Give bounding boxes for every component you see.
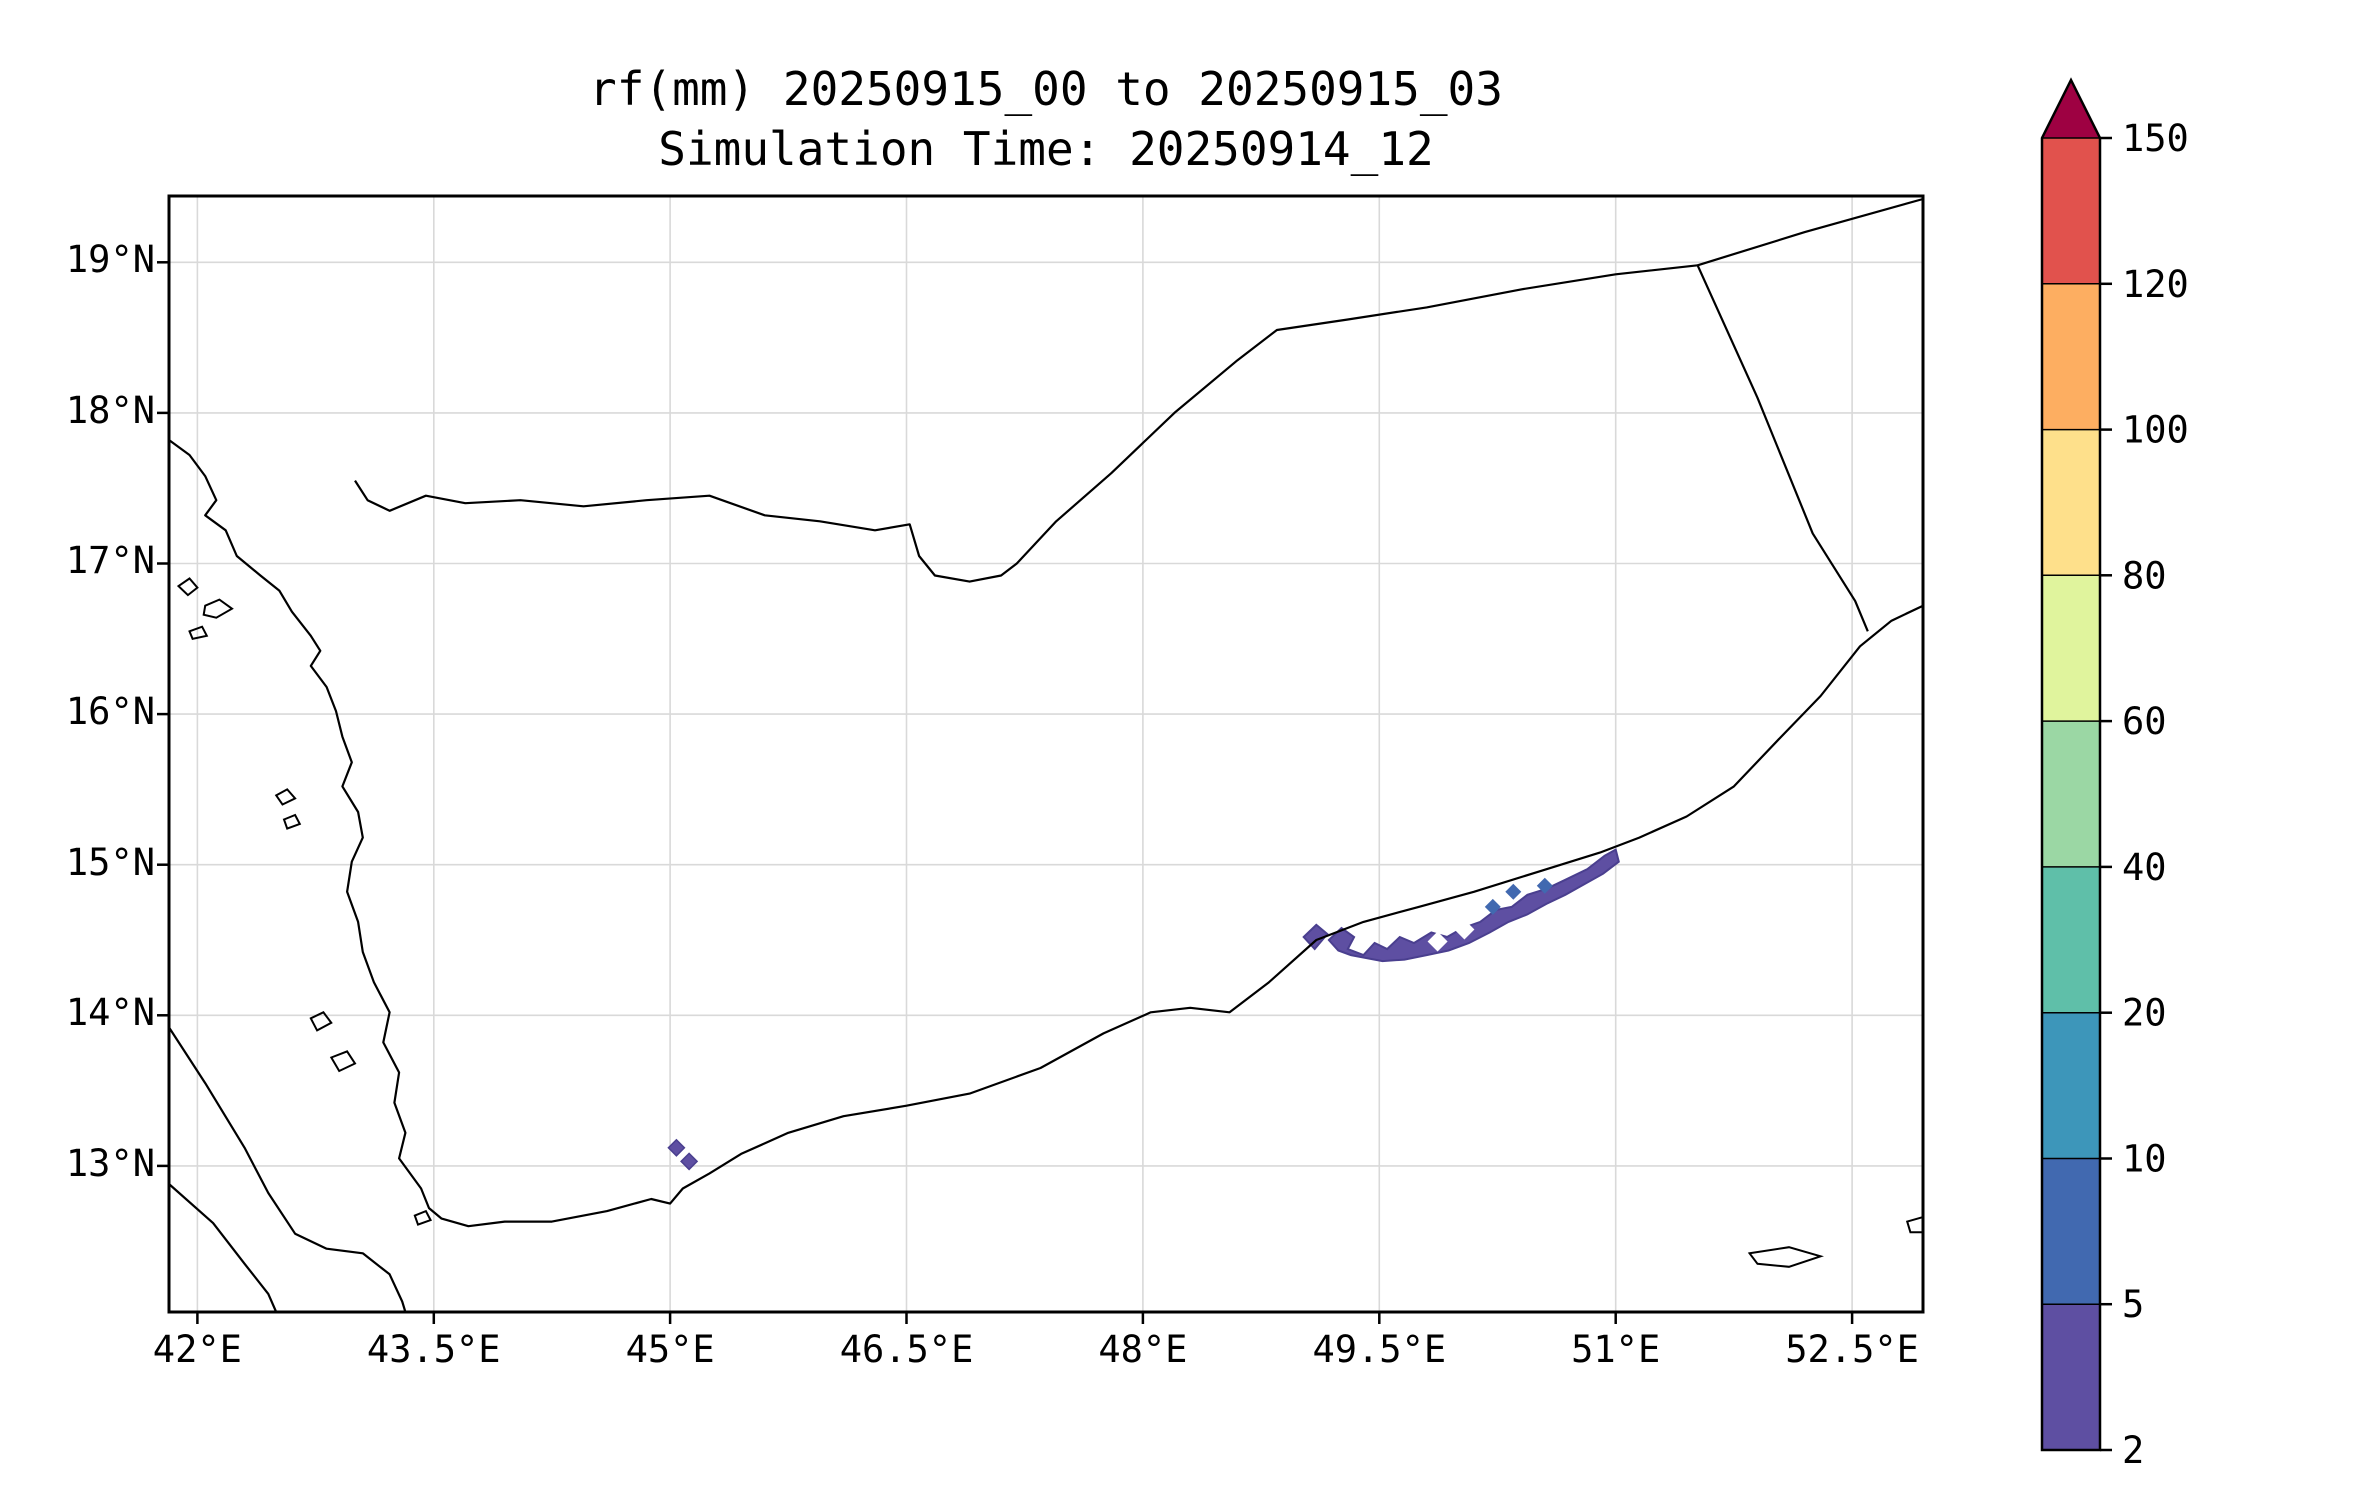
- colorbar-tick-label: 60: [2122, 700, 2167, 743]
- plot-subtitle: Simulation Time: 20250914_12: [658, 122, 1434, 176]
- colorbar-tick-label: 40: [2122, 846, 2167, 889]
- y-tick-label: 13°N: [65, 1141, 155, 1185]
- colorbar-band: [2042, 575, 2100, 722]
- x-tick-label: 51°E: [1571, 1328, 1661, 1371]
- plot-frame: [167, 194, 1925, 1314]
- y-tick-label: 18°N: [65, 388, 155, 432]
- map-plot: [157, 194, 1925, 1324]
- island: [413, 1209, 433, 1226]
- island: [329, 1050, 357, 1073]
- colorbar-tick-label: 80: [2122, 554, 2167, 597]
- coastline: [168, 1183, 278, 1313]
- rain-speck: [1484, 898, 1501, 915]
- colorbar-over-arrow: [2042, 80, 2100, 138]
- colorbar-band: [2042, 1158, 2100, 1305]
- x-tick-label: 42°E: [152, 1328, 242, 1371]
- rain-speck: [1536, 877, 1553, 894]
- x-tick-label: 48°E: [1098, 1328, 1188, 1371]
- island: [1747, 1246, 1824, 1268]
- colorbar-tick-label: 10: [2122, 1138, 2167, 1181]
- y-tick-label: 15°N: [65, 840, 155, 884]
- island: [309, 1011, 333, 1032]
- colorbar-band: [2042, 1012, 2100, 1159]
- rain-speck: [1505, 883, 1522, 900]
- colorbar-band: [2042, 138, 2100, 284]
- colorbar-band: [2042, 283, 2100, 430]
- rain-cell: [667, 1138, 686, 1157]
- coastline: [168, 439, 1924, 1228]
- y-tick-label: 16°N: [65, 690, 155, 734]
- colorbar-tick-label: 5: [2122, 1283, 2144, 1326]
- x-tick-label: 49.5°E: [1312, 1328, 1447, 1371]
- map-canvas: [157, 194, 1925, 1324]
- island: [176, 577, 199, 597]
- x-tick-label: 43.5°E: [366, 1328, 501, 1371]
- x-tick-label: 46.5°E: [839, 1328, 974, 1371]
- colorbar-outline: [2040, 77, 2102, 1452]
- colorbar-band: [2042, 429, 2100, 576]
- island: [188, 625, 209, 640]
- rain-hole: [1454, 919, 1475, 940]
- colorbar-tick-label: 20: [2122, 992, 2167, 1035]
- island: [282, 813, 302, 830]
- border-line: [354, 264, 1698, 583]
- x-tick-label: 45°E: [625, 1328, 715, 1371]
- y-tick-label: 17°N: [65, 539, 155, 583]
- colorbar-tick-label: 120: [2122, 263, 2189, 306]
- colorbar-band: [2042, 721, 2100, 867]
- border-line: [1697, 197, 1924, 267]
- border-line: [1696, 264, 1869, 632]
- rain-hole: [1427, 931, 1448, 952]
- rain-patch: [1327, 848, 1620, 963]
- plot-title: rf(mm) 20250915_00 to 20250915_03: [589, 62, 1503, 116]
- island: [1905, 1215, 1924, 1234]
- rain-cell: [680, 1152, 699, 1171]
- x-tick-label: 52.5°E: [1785, 1328, 1919, 1371]
- colorbar-band: [2042, 1304, 2100, 1450]
- colorbar-band: [2042, 866, 2100, 1013]
- island: [274, 788, 297, 806]
- y-tick-label: 14°N: [65, 991, 155, 1035]
- colorbar: 2 5 10 20 40 60 80 100 120 150: [2040, 77, 2189, 1472]
- y-tick-label: 19°N: [65, 238, 155, 282]
- colorbar-tick-label: 100: [2122, 409, 2189, 452]
- colorbar-tick-label: 2: [2122, 1429, 2144, 1472]
- island: [202, 598, 234, 619]
- colorbar-tick-label: 150: [2122, 117, 2189, 160]
- coastline: [168, 1026, 407, 1313]
